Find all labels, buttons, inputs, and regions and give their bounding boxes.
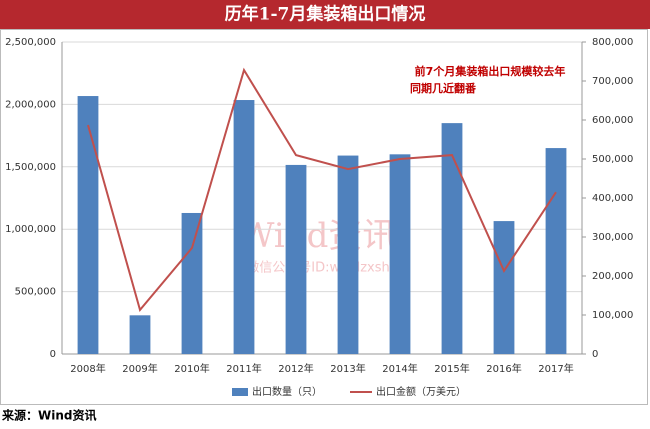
chart-title: 历年1-7月集装箱出口情况 bbox=[225, 4, 426, 25]
y2-tick-label: 200,000 bbox=[592, 271, 633, 282]
y-tick-label: 1,500,000 bbox=[5, 162, 56, 173]
y-tick-label: 2,500,000 bbox=[5, 37, 56, 48]
y2-tick-label: 100,000 bbox=[592, 310, 633, 321]
bar bbox=[337, 155, 359, 354]
bar bbox=[389, 154, 411, 354]
x-tick-label: 2014年 bbox=[382, 362, 417, 375]
y-tick-label: 1,000,000 bbox=[5, 224, 56, 235]
x-tick-label: 2011年 bbox=[226, 362, 261, 375]
y2-tick-label: 300,000 bbox=[592, 232, 633, 243]
line bbox=[87, 67, 557, 313]
x-tick-label: 2012年 bbox=[278, 362, 313, 375]
bar bbox=[493, 221, 515, 354]
legend-label: 出口数量（只） bbox=[252, 385, 322, 398]
y2-tick-label: 600,000 bbox=[592, 115, 633, 126]
bar bbox=[129, 315, 151, 354]
x-tick-label: 2010年 bbox=[174, 362, 209, 375]
bar bbox=[233, 100, 255, 354]
x-tick-label: 2017年 bbox=[538, 362, 573, 375]
y2-tick-label: 0 bbox=[592, 349, 598, 360]
y2-tick-label: 400,000 bbox=[592, 193, 633, 204]
watermark: Wind资讯 bbox=[240, 216, 397, 256]
bar bbox=[181, 212, 203, 354]
x-tick-label: 2013年 bbox=[330, 362, 365, 375]
bar bbox=[545, 148, 567, 354]
y2-tick-label: 500,000 bbox=[592, 154, 633, 165]
y-tick-label: 0 bbox=[50, 349, 56, 360]
x-tick-label: 2016年 bbox=[486, 362, 521, 375]
x-tick-label: 2009年 bbox=[122, 362, 157, 375]
bar bbox=[285, 164, 307, 354]
source: 来源：Wind资讯 bbox=[1, 408, 96, 423]
watermark: 微信公众号ID:windzxsh bbox=[246, 261, 390, 276]
y2-tick-label: 800,000 bbox=[592, 37, 633, 48]
annotation: 前7个月集装箱出口规模较去年 bbox=[415, 64, 566, 78]
y2-tick-label: 700,000 bbox=[592, 76, 633, 87]
x-tick-label: 2008年 bbox=[70, 362, 105, 375]
legend-swatch bbox=[232, 388, 248, 396]
legend-label: 出口金额（万美元） bbox=[376, 385, 466, 398]
annotation: 同期几近翻番 bbox=[410, 81, 477, 95]
bar bbox=[441, 123, 463, 355]
y-tick-label: 500,000 bbox=[15, 287, 56, 298]
title-banner bbox=[0, 0, 650, 29]
x-tick-label: 2015年 bbox=[434, 362, 469, 375]
bar bbox=[77, 96, 99, 355]
y-tick-label: 2,000,000 bbox=[5, 99, 56, 110]
